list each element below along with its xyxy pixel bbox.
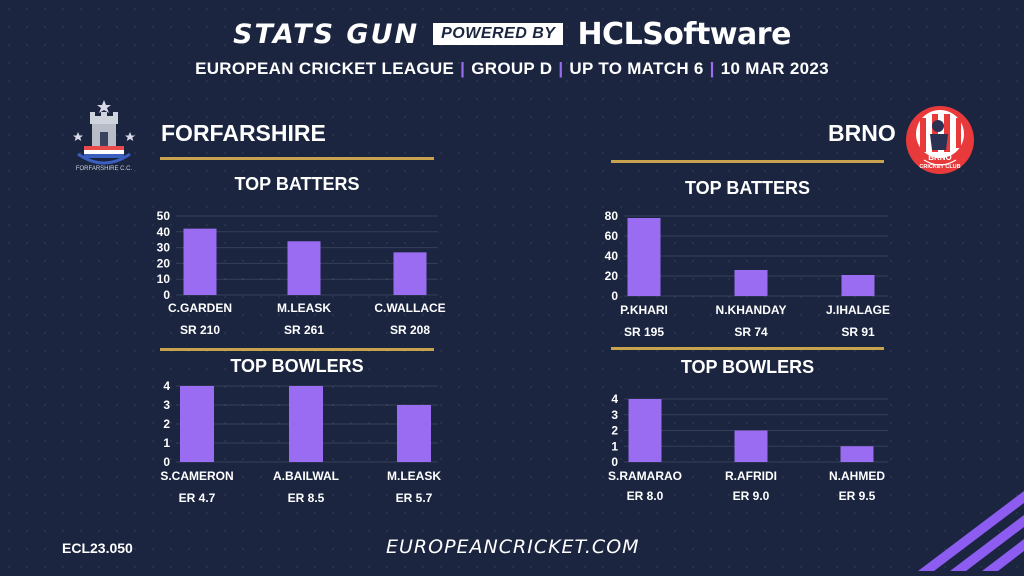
y-tick-label: 20 <box>605 269 619 283</box>
bar <box>397 405 431 462</box>
metric-label: SR 210 <box>180 323 220 337</box>
bar <box>840 446 874 462</box>
bar <box>393 252 427 295</box>
forfarshire-logo: FORFARSHIRE C.C. <box>70 98 138 174</box>
metric-label: SR 91 <box>841 325 875 339</box>
metric-label: SR 74 <box>734 325 768 339</box>
x-category-label: C.GARDEN <box>168 301 232 315</box>
team-name-left: FORFARSHIRE <box>161 120 326 146</box>
header: STATS GUN POWERED BY HCLSoftware EUROPEA… <box>0 14 1024 79</box>
graphic-code: ECL23.050 <box>62 540 133 556</box>
y-tick-label: 20 <box>157 256 171 270</box>
x-category-label: M.LEASK <box>387 469 441 483</box>
forfarshire-logo-text: FORFARSHIRE C.C. <box>76 166 133 172</box>
bar <box>289 386 323 462</box>
left-bowlers-title: TOP BOWLERS <box>230 356 364 376</box>
x-category-label: M.LEASK <box>277 301 331 315</box>
metric-label: SR 261 <box>284 323 324 337</box>
right-bowlers-chart-svg: 0 12 3 4 S.RAMARAO ER 8.0 R.AFRIDI ER 9.0 N.AHME… <box>608 392 888 503</box>
metric-label: ER 8.0 <box>627 489 664 503</box>
bar <box>180 386 214 462</box>
stats-gun-logo: STATS GUN <box>233 18 420 50</box>
y-tick-label: 1 <box>163 436 170 450</box>
y-tick-label: 1 <box>611 439 618 453</box>
divider-left-top <box>160 157 434 160</box>
y-tick-label: 2 <box>611 424 618 438</box>
hcl-software-logo: HCLSoftware <box>577 16 791 52</box>
separator: | <box>558 59 564 78</box>
x-category-label: P.KHARI <box>620 303 668 317</box>
y-tick-label: 60 <box>605 229 619 243</box>
brno-logo-text: BRNO <box>928 153 952 162</box>
hcl-prefix: HCL <box>577 16 643 52</box>
divider-right-mid <box>611 347 884 350</box>
metric-label: ER 8.5 <box>288 491 325 505</box>
left-bowlers-chart: 0 1 2 3 4 S.CAMERON ER 4.7 A.BAILWAL ER 8.5 M.LEA… <box>148 378 448 515</box>
brno-logo-subtext: CRICKET CLUB <box>919 164 960 170</box>
metric-label: SR 195 <box>624 325 664 339</box>
bar <box>628 399 662 462</box>
x-category-label: S.CAMERON <box>160 469 233 483</box>
bar <box>841 275 875 296</box>
y-tick-label: 0 <box>163 288 170 302</box>
left-batters-chart: 0 10 20 30 40 50 C.GARDEN SR 210 M.LEASK SR 261 C.… <box>148 204 448 345</box>
brand-row: STATS GUN POWERED BY HCLSoftware <box>0 14 1024 54</box>
date-label: 10 MAR 2023 <box>720 59 829 78</box>
separator: | <box>709 59 715 78</box>
y-tick-label: 50 <box>157 209 171 223</box>
y-tick-label: 40 <box>157 225 171 239</box>
powered-by-label: POWERED BY <box>433 23 564 45</box>
match-scope: UP TO MATCH 6 <box>569 59 704 78</box>
hcl-suffix: Software <box>642 16 791 52</box>
y-tick-label: 4 <box>163 379 170 393</box>
y-tick-label: 0 <box>163 455 170 469</box>
website-link[interactable]: EUROPEANCRICKET.COM <box>386 536 640 558</box>
right-batters-title: TOP BATTERS <box>684 178 810 198</box>
right-bowlers-title: TOP BOWLERS <box>680 357 815 377</box>
bar <box>627 218 661 296</box>
x-category-label: N.AHMED <box>829 469 885 483</box>
y-tick-label: 2 <box>163 417 170 431</box>
metric-label: ER 9.5 <box>839 489 876 503</box>
x-category-label: J.IHALAGE <box>826 303 890 317</box>
x-category-label: A.BAILWAL <box>273 469 339 483</box>
y-tick-label: 40 <box>605 249 619 263</box>
subtitle-line: EUROPEAN CRICKET LEAGUE | GROUP D | UP TO MA… <box>0 59 1024 79</box>
separator: | <box>460 59 466 78</box>
left-batters-title: TOP BATTERS <box>234 174 360 194</box>
x-category-label: R.AFRIDI <box>725 469 777 483</box>
right-bowlers-chart: 0 1 2 3 4 S.RAMARAO ER 8.0 R.AFRIDI ER 9.0 N.AHME… <box>598 387 898 516</box>
y-tick-label: 3 <box>163 398 170 412</box>
bar <box>734 270 768 296</box>
x-category-label: N.KHANDAY <box>716 303 787 317</box>
bar <box>734 430 768 462</box>
metric-label: ER 4.7 <box>179 491 216 505</box>
brno-logo: BRNO CRICKET CLUB <box>904 104 976 176</box>
divider-left-mid <box>160 348 434 351</box>
y-tick-label: 80 <box>605 209 619 223</box>
y-tick-label: 3 <box>611 408 618 422</box>
metric-label: ER 9.0 <box>733 489 770 503</box>
corner-decoration <box>894 481 1024 576</box>
y-tick-label: 4 <box>611 392 618 406</box>
x-category-label: S.RAMARAO <box>608 469 682 483</box>
league-name: EUROPEAN CRICKET LEAGUE <box>195 59 455 78</box>
y-tick-label: 0 <box>611 455 618 469</box>
team-name-right: BRNO <box>828 120 896 146</box>
group-name: GROUP D <box>471 59 553 78</box>
metric-label: ER 5.7 <box>396 491 433 505</box>
bar <box>183 228 217 295</box>
y-tick-label: 30 <box>157 241 171 255</box>
divider-right-top <box>611 160 884 163</box>
right-batters-chart: 0 20 40 60 80 P.KHARI SR 195 N.KHANDAY SR 74 J.IH… <box>598 206 898 347</box>
y-tick-label: 10 <box>157 272 171 286</box>
metric-label: SR 208 <box>390 323 430 337</box>
bar <box>287 241 321 295</box>
x-category-label: C.WALLACE <box>374 301 445 315</box>
y-tick-label: 0 <box>611 289 618 303</box>
right-batters-chart-svg: 0 20 40 60 80 P.KHARI SR 195 N.KHANDAY SR 74 J.IH… <box>605 209 890 339</box>
left-bowlers-chart-svg: 0 1 2 3 4 S.CAMERON ER 4.7 A.BAILWAL ER 8.5 M.LEA… <box>160 379 441 505</box>
